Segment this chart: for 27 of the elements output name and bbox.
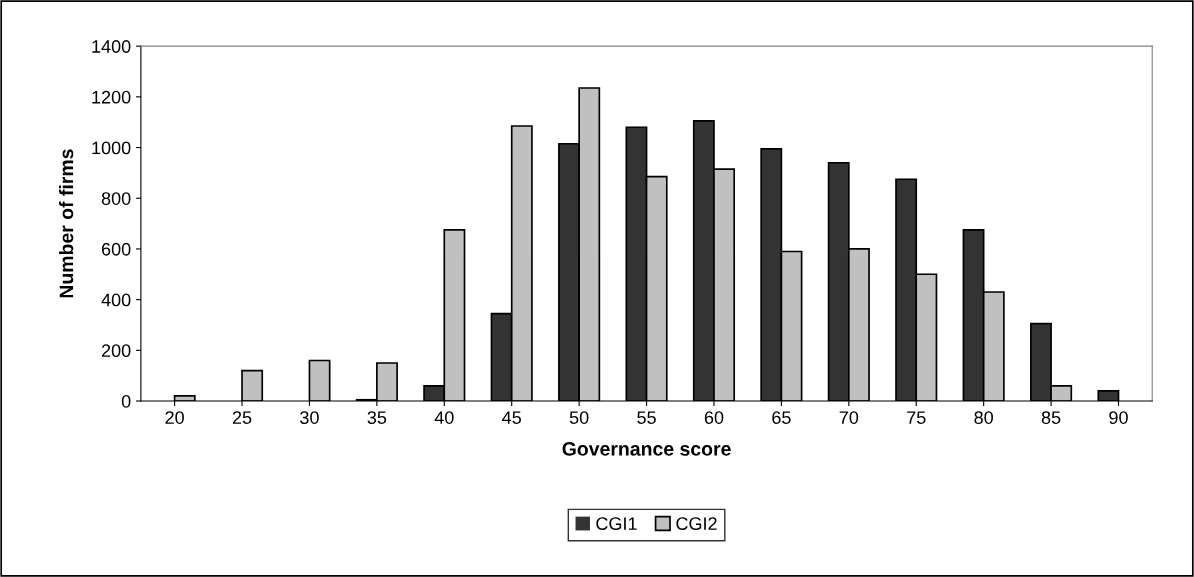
x-tick-label: 45 [502,411,521,424]
x-tick-label: 30 [300,411,319,424]
x-tick-label: 90 [1109,411,1128,424]
y-tick-label: 1000 [92,141,131,155]
x-tick-label: 55 [637,411,656,424]
y-tick-label: 200 [101,344,131,358]
x-tick-label: 75 [907,411,926,424]
legend-label: CGI2 [676,517,717,530]
y-tick-label: 0 [121,394,131,408]
y-tick-label: 1400 [92,40,131,53]
legend-label: CGI1 [596,517,637,530]
y-tick-label: 800 [101,192,131,205]
x-tick-label: 35 [367,411,387,424]
x-tick-label: 20 [165,411,184,424]
y-tick-label: 600 [101,242,131,256]
x-tick-label: 65 [772,411,791,424]
x-tick-label: 60 [704,411,724,424]
x-tick-label: 70 [839,411,859,424]
x-tick-label: 85 [1041,411,1061,424]
x-axis-title: Governance score [562,441,731,456]
y-tick-label: 1200 [92,90,131,104]
x-tick-label: 80 [974,411,993,424]
x-tick-label: 25 [232,411,252,424]
x-tick-label: 40 [434,411,454,424]
x-tick-label: 50 [569,411,589,424]
y-axis-title: Number of firms [58,149,74,298]
y-tick-label: 400 [101,293,131,307]
